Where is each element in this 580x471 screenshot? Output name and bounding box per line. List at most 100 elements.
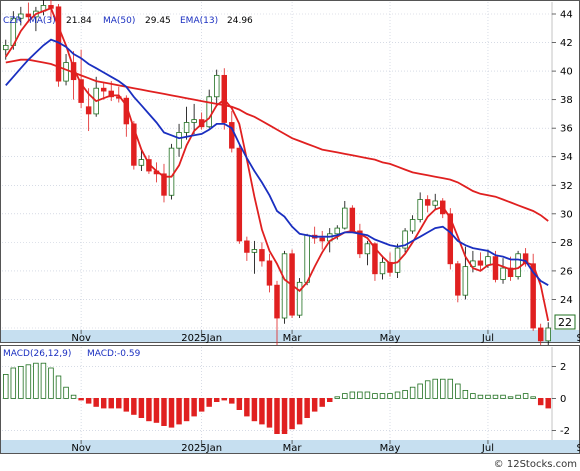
candle-down [229, 122, 235, 149]
candle-down [319, 237, 325, 242]
macd-bar-positive [342, 393, 348, 399]
macd-bar-negative [100, 397, 107, 409]
macd-bar-positive [432, 378, 438, 399]
candle-up [379, 261, 386, 275]
macd-bar-positive [492, 394, 499, 399]
macd-bar-positive [372, 393, 378, 399]
candle-down [131, 123, 137, 166]
macd-bar-negative [131, 397, 137, 415]
ema13-line [5, 38, 549, 286]
macd-bar-negative [93, 397, 99, 407]
macd-x-tick-label: Nov [71, 443, 91, 454]
candle-up [296, 281, 303, 316]
macd-bar-positive [357, 391, 363, 399]
macd-bar-positive [379, 393, 386, 399]
macd-bar-negative [191, 397, 197, 417]
macd-bar-negative [213, 397, 220, 402]
macd-bar-positive [40, 362, 47, 399]
price-x-tick-label: 2025Jan [181, 333, 222, 344]
macd-bar-positive [455, 383, 461, 399]
candle-up [417, 199, 423, 220]
macd-bar-positive [349, 391, 356, 399]
macd-bar-positive [3, 373, 9, 399]
ma50-legend-label: MA(50) [103, 16, 135, 26]
candle-up [206, 96, 212, 128]
price-x-tick-label: May [380, 333, 401, 344]
last-price-box [554, 314, 576, 330]
price-y-tick-label: 44 [560, 10, 573, 21]
candle-down [25, 13, 32, 18]
macd-bar-negative [274, 397, 280, 434]
candle-down [100, 87, 107, 92]
candle-up [63, 62, 69, 82]
price-y-tick-label: 36 [560, 124, 573, 135]
macd-bar-positive [500, 394, 506, 399]
macd-bar-positive [470, 393, 476, 399]
price-y-tick-label: 34 [560, 152, 573, 163]
macd-x-tick-label: May [380, 443, 401, 454]
ema13-legend-label: EMA(13) [180, 16, 218, 26]
ma50-line [5, 58, 549, 222]
macd-bar-positive [334, 396, 341, 399]
candle-up [485, 256, 491, 266]
candle-down [349, 207, 356, 232]
macd-bar-positive [10, 367, 17, 399]
macd-legend-value: MACD:-0.59 [87, 349, 141, 359]
macd-bar-positive [402, 389, 408, 399]
macd-grid [2, 347, 552, 440]
macd-bar-negative [244, 397, 250, 417]
macd-bar-negative [296, 397, 303, 425]
price-y-tick-label: 32 [560, 181, 573, 192]
macd-y-tick-label: 0 [560, 394, 566, 405]
candle-down [507, 267, 514, 278]
price-x-axis: Nov 2025Jan Mar May Jul Sep [71, 330, 580, 344]
price-y-axis: 24 26 28 30 32 34 36 38 40 42 44 [551, 2, 573, 330]
candle-down [477, 260, 484, 266]
macd-bar-negative [251, 397, 258, 422]
macd-x-tick-label: Sep [576, 443, 580, 454]
macd-bar-positive [48, 367, 54, 399]
macd-bar-positive [447, 378, 454, 399]
macd-bar-negative [236, 397, 243, 410]
candle-down [492, 256, 499, 280]
last-price-value: 22 [558, 316, 572, 329]
macd-bar-negative [327, 397, 333, 402]
candle-up [213, 74, 220, 98]
macd-bar-negative [545, 397, 551, 409]
price-date-axis-strip [1, 330, 579, 342]
macd-bar-negative [176, 397, 182, 425]
macd-y-axis: -2 0 2 [551, 347, 570, 440]
price-y-tick-label: 30 [560, 209, 573, 220]
candle-down [161, 173, 167, 196]
candle-up [515, 253, 521, 278]
macd-bar-positive [63, 386, 69, 399]
macd-bar-positive [440, 378, 446, 399]
candle-down [455, 263, 461, 296]
price-x-tick-label: Sep [576, 333, 580, 344]
macd-bar-negative [537, 397, 544, 406]
macd-bar-positive [424, 380, 431, 399]
macd-y-tick-label: -2 [560, 426, 570, 437]
macd-bar-positive [409, 386, 416, 399]
macd-date-strip-bg [1, 440, 579, 453]
candle-up [402, 230, 408, 249]
macd-x-tick-label: Mar [283, 443, 303, 454]
macd-bar-negative [161, 397, 167, 426]
candle-up [176, 132, 182, 149]
candle-up [251, 249, 258, 253]
macd-bar-negative [168, 397, 175, 428]
macd-bar-negative [311, 397, 318, 412]
ma3-legend-label: MA(3) [29, 16, 56, 26]
candle-down [85, 106, 92, 115]
ma3-legend-value: 21.84 [66, 16, 92, 26]
price-y-tick-label: 26 [560, 266, 573, 277]
price-y-tick-label: 28 [560, 238, 573, 249]
price-date-strip-bg [1, 330, 579, 342]
macd-bar-positive [507, 396, 514, 399]
candle-up [432, 200, 438, 206]
macd-bar-negative [138, 397, 145, 418]
price-y-tick-label: 24 [560, 295, 573, 306]
macd-bar-negative [221, 397, 227, 401]
candle-down [266, 260, 273, 286]
candle-down [372, 243, 378, 275]
